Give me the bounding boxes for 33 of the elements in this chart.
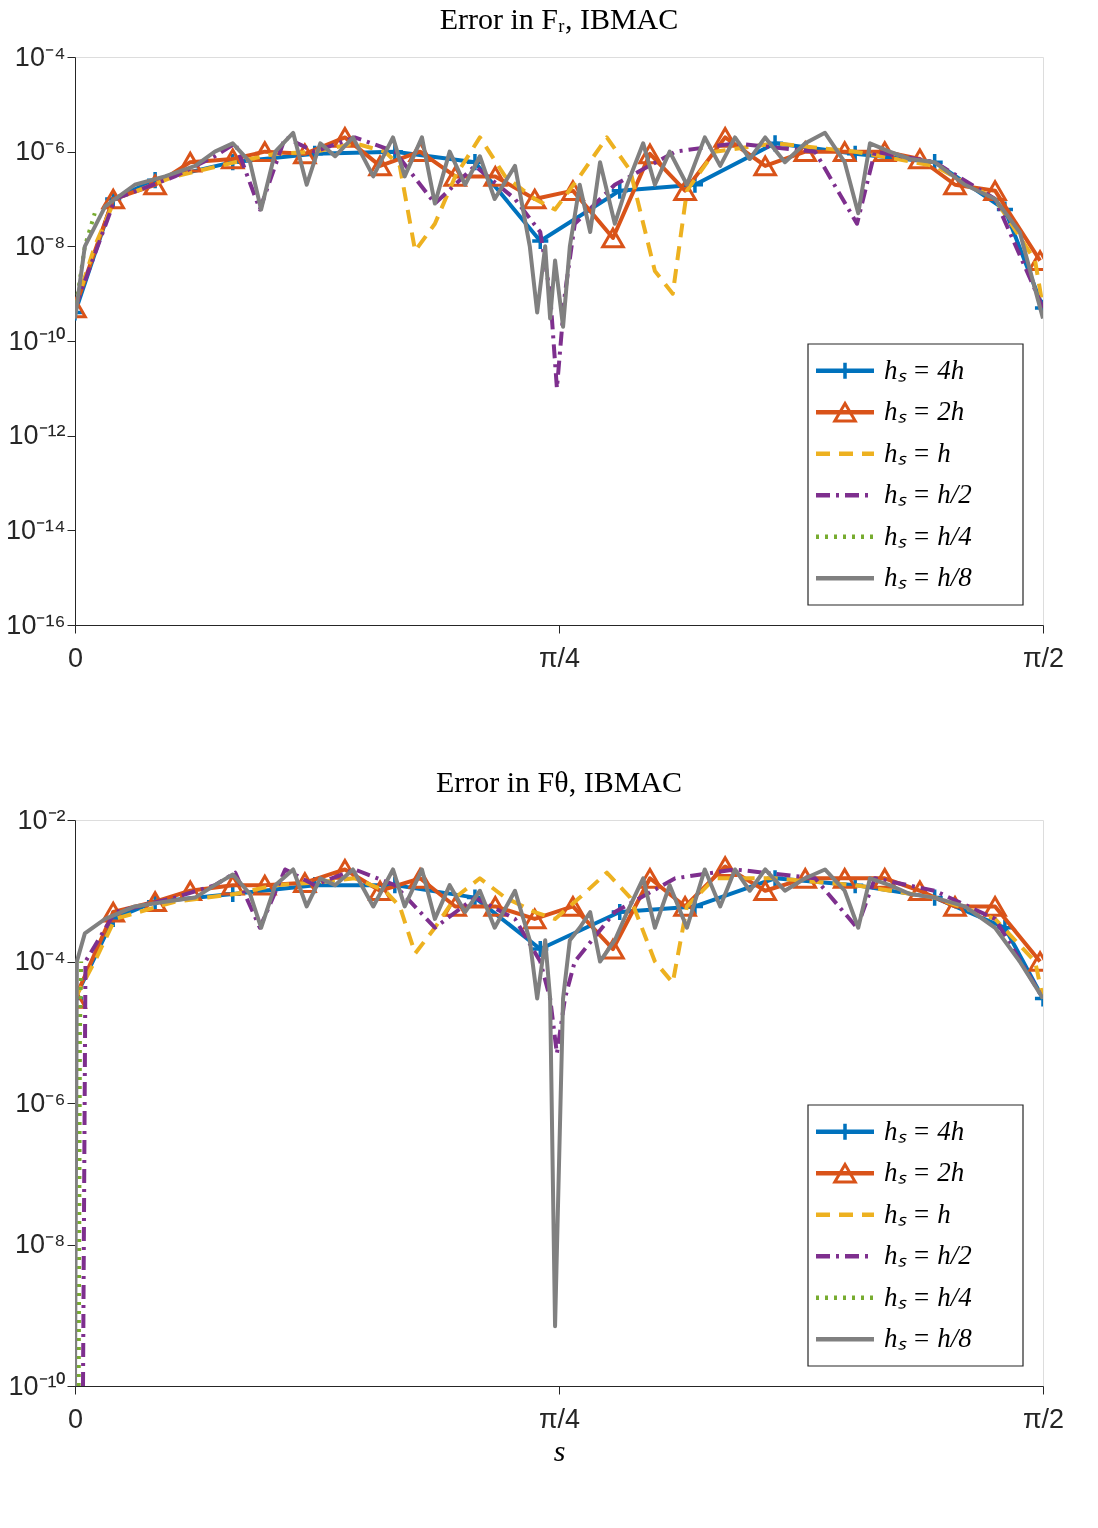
legend-label: hₛ = h/8 (884, 1323, 973, 1354)
legend-label: hₛ = 2h (884, 1157, 965, 1188)
legend-label: hₛ = h/8 (884, 562, 973, 593)
y-tick-label: 10⁻¹⁴ (5, 514, 66, 545)
x-tick-label: π/4 (538, 1403, 581, 1434)
y-tick-label: 10⁻⁴ (14, 946, 66, 976)
y-tick-label: 10⁻² (17, 804, 66, 835)
legend-label: hₛ = h/2 (884, 479, 972, 510)
x-tick-label: π/4 (538, 642, 581, 673)
y-tick-label: 10⁻⁶ (15, 136, 66, 167)
legend-label: hₛ = h (884, 1198, 951, 1229)
chart-title: Error in Fθ, IBMAC (435, 765, 683, 798)
legend-label: hₛ = 4h (884, 354, 965, 385)
y-tick-label: 10⁻¹⁶ (6, 609, 66, 640)
y-tick-label: 10⁻⁴ (14, 41, 66, 72)
x-tick-label: π/2 (1022, 1403, 1065, 1434)
legend-label: hₛ = 4h (884, 1115, 965, 1146)
y-tick-label: 10⁻⁸ (15, 1229, 66, 1259)
chart-title: Error in Fᵣ, IBMAC (439, 2, 679, 35)
x-tick-label: π/2 (1022, 642, 1065, 673)
y-tick-label: 10⁻¹⁰ (8, 1370, 66, 1401)
y-tick-label: 10⁻⁶ (15, 1087, 66, 1118)
x-axis-title: s (553, 1433, 566, 1467)
legend-label: hₛ = 2h (884, 396, 965, 427)
x-tick-label: 0 (67, 1403, 84, 1434)
y-tick-label: 10⁻¹⁰ (8, 325, 66, 356)
y-tick-label: 10⁻¹² (8, 420, 66, 451)
y-tick-label: 10⁻⁸ (15, 230, 66, 261)
legend-label: hₛ = h/4 (884, 1281, 972, 1312)
legend-label: hₛ = h (884, 437, 951, 468)
x-tick-label: 0 (67, 642, 84, 673)
legend-label: hₛ = h/4 (884, 520, 972, 551)
legend-label: hₛ = h/2 (884, 1240, 972, 1271)
